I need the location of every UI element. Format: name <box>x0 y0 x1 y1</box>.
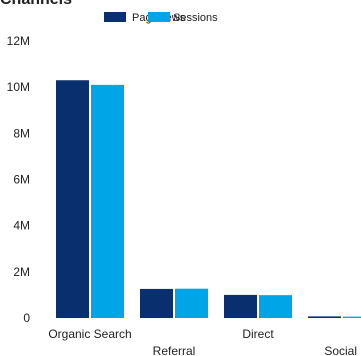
y-tick-label: 6M <box>13 173 30 187</box>
legend-label-sessions: Sessions <box>173 12 218 24</box>
y-tick-label: 8M <box>13 126 30 140</box>
legend-swatch-sessions <box>148 12 170 22</box>
x-tick-label-organic-search: Organic Search <box>48 327 131 341</box>
y-tick-label: 12M <box>7 34 30 48</box>
y-axis: 0 2M 4M 6M 8M 10M 12M <box>7 34 31 325</box>
x-tick-label-direct: Direct <box>242 327 274 341</box>
bar-pageviews-social[interactable] <box>308 316 341 318</box>
bar-sessions-direct[interactable] <box>259 295 292 318</box>
legend-swatch-pageviews <box>104 12 126 22</box>
x-tick-label-social: Social <box>324 344 357 356</box>
bar-pageviews-direct[interactable] <box>224 294 257 318</box>
bar-pageviews-organic-search[interactable] <box>56 80 89 318</box>
bar-sessions-organic-search[interactable] <box>91 84 124 318</box>
bar-pageviews-referral[interactable] <box>140 288 173 318</box>
y-tick-label: 0 <box>23 311 30 325</box>
y-tick-label: 2M <box>13 265 30 279</box>
bar-sessions-referral[interactable] <box>175 288 208 318</box>
bar-series <box>56 80 361 318</box>
bar-sessions-social[interactable] <box>343 316 361 318</box>
y-tick-label: 10M <box>7 80 30 94</box>
x-axis: Organic Search Referral Direct Social <box>48 327 357 356</box>
y-tick-label: 4M <box>13 219 30 233</box>
x-tick-label-referral: Referral <box>153 344 196 356</box>
chart-title: Channels <box>0 0 72 9</box>
legend: PageviewsSessions <box>104 12 218 24</box>
